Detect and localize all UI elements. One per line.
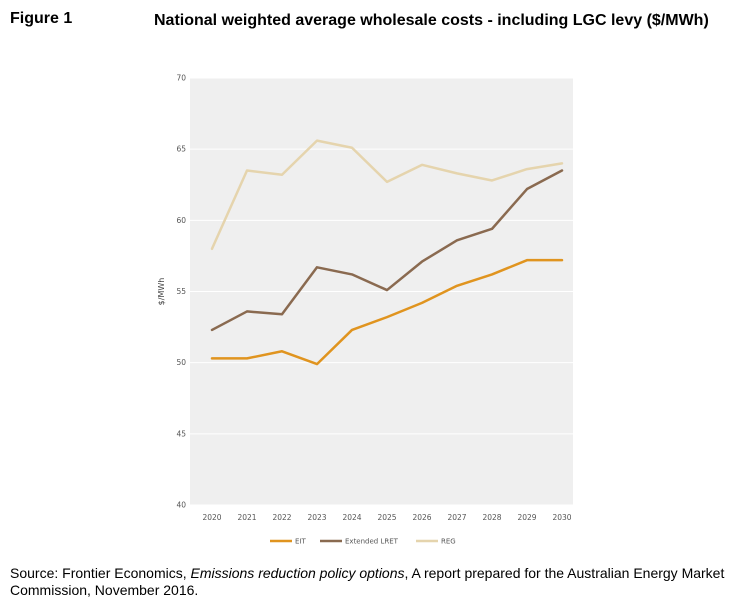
y-axis-label: $/MWh xyxy=(157,278,166,306)
x-tick-label: 2024 xyxy=(342,513,361,522)
x-tick-label: 2028 xyxy=(482,513,501,522)
source-report-title: Emissions reduction policy options xyxy=(190,565,405,581)
legend: EIT Extended LRET REG xyxy=(270,538,456,546)
x-tick-label: 2026 xyxy=(412,513,431,522)
legend-item-label: Extended LRET xyxy=(345,538,399,546)
source-note: Source: Frontier Economics, Emissions re… xyxy=(10,565,750,599)
y-tick-labels: 40 45 50 55 60 65 70 xyxy=(176,74,186,510)
source-prefix: Source: Frontier Economics, xyxy=(10,565,191,581)
x-tick-labels: 2020 2021 2022 2023 2024 2025 2026 2027 2028 2029… xyxy=(202,513,571,522)
figure-title: National weighted average wholesale cost… xyxy=(154,12,709,29)
x-tick-label: 2027 xyxy=(447,513,466,522)
y-tick-label: 40 xyxy=(176,501,186,510)
x-tick-label: 2023 xyxy=(307,513,326,522)
y-tick-label: 60 xyxy=(176,216,186,225)
series-line xyxy=(210,169,564,332)
y-tick-label: 65 xyxy=(176,145,186,154)
x-tick-label: 2022 xyxy=(272,513,291,522)
figure-label: Figure 1 xyxy=(10,10,73,27)
y-tick-label: 70 xyxy=(176,74,186,83)
y-tick-label: 45 xyxy=(176,429,186,438)
legend-item-label: REG xyxy=(441,538,456,546)
x-tick-label: 2021 xyxy=(237,513,256,522)
x-tick-label: 2029 xyxy=(517,513,536,522)
x-tick-label: 2030 xyxy=(552,513,571,522)
series-line xyxy=(210,139,564,251)
series-lines xyxy=(210,139,564,366)
x-tick-label: 2020 xyxy=(202,513,221,522)
legend-item-label: EIT xyxy=(295,538,306,546)
source-suffix: , A report prepared for the Australian E… xyxy=(10,565,725,598)
x-tick-label: 2025 xyxy=(377,513,396,522)
y-tick-label: 55 xyxy=(176,287,186,296)
series-line xyxy=(210,258,564,366)
y-tick-label: 50 xyxy=(176,358,186,367)
gridlines xyxy=(190,77,573,506)
